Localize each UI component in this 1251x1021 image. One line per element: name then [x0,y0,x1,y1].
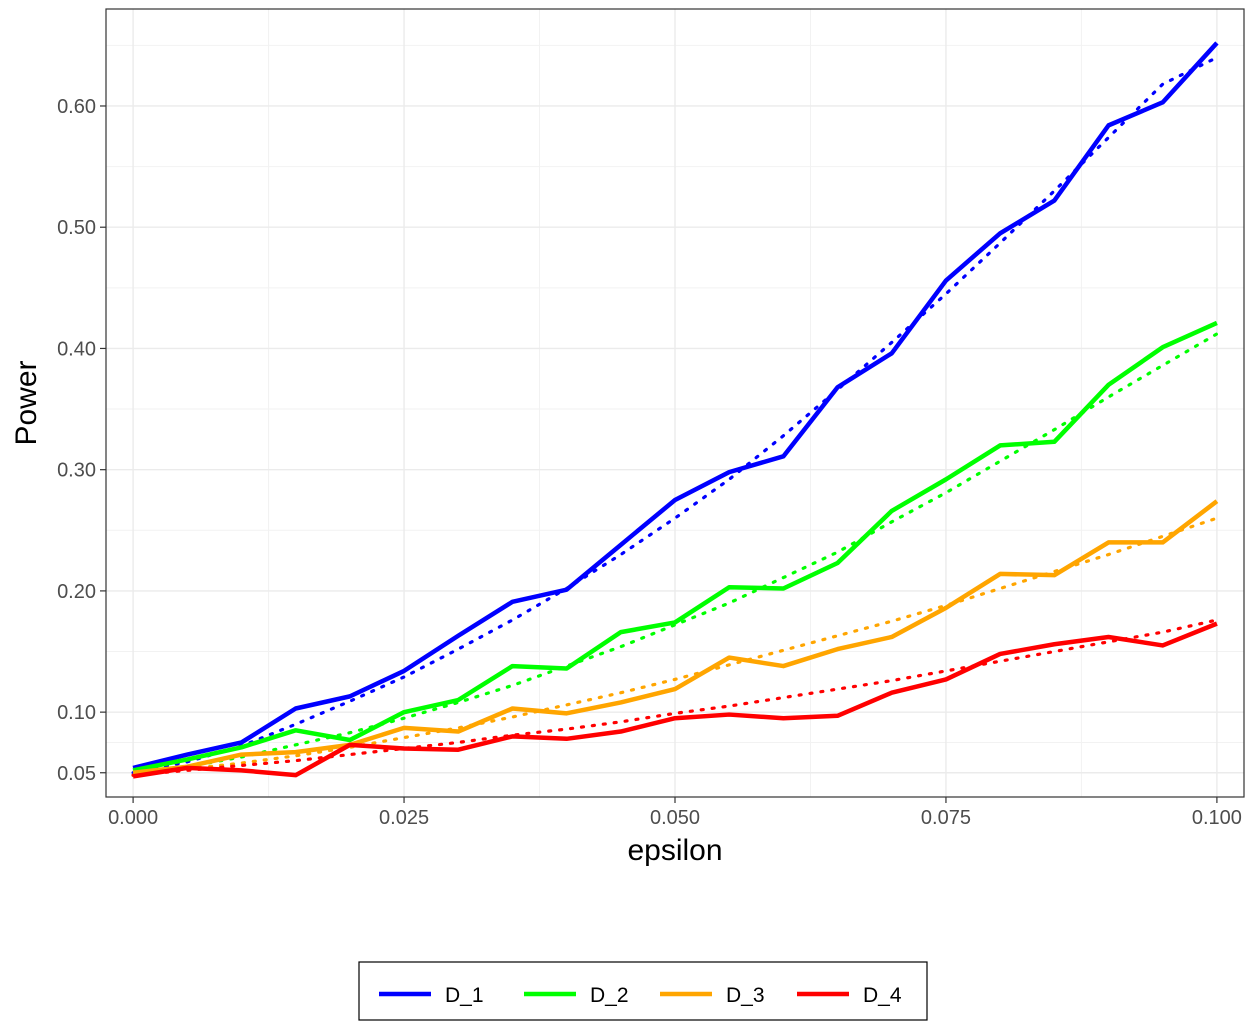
grid-major [106,9,1244,797]
trend-line-D_1 [131,55,1219,775]
legend-items: D_1 D_2 D_3 D_4 [379,984,902,1007]
x-axis-ticks: 0.000 0.025 0.050 0.075 0.100 [108,797,1242,829]
legend-box [358,961,928,1021]
legend: D_1 D_2 D_3 D_4 [358,961,928,1021]
y-tick-label: 0.40 [57,338,96,360]
x-tick-label: 0.050 [650,807,700,829]
x-tick-label: 0.100 [1192,807,1242,829]
legend-label-D_3: D_3 [726,984,765,1007]
x-tick-label: 0.000 [108,807,158,829]
series-lines [132,41,1219,779]
trend-lines [131,55,1219,777]
series-line-D_1 [132,41,1219,771]
series-line-D_2 [132,320,1218,773]
y-tick-label: 0.50 [57,217,96,239]
y-tick-label: 0.60 [57,96,96,118]
legend-label-D_4: D_4 [863,984,902,1007]
y-axis-title: Power [10,360,43,445]
x-tick-label: 0.025 [379,807,429,829]
series-line-D_4 [132,621,1218,779]
y-axis-ticks: 0.05 0.10 0.20 0.30 0.40 0.50 0.60 [57,96,106,785]
y-tick-label: 0.30 [57,460,96,482]
x-axis-title: epsilon [627,834,722,867]
trend-line-D_4 [131,618,1219,777]
trend-line-D_3 [131,516,1219,777]
y-tick-label: 0.05 [57,763,96,785]
x-tick-label: 0.075 [921,807,971,829]
y-tick-label: 0.10 [57,702,96,724]
legend-label-D_2: D_2 [590,984,629,1007]
trend-line-D_2 [131,332,1219,777]
legend-label-D_1: D_1 [445,984,484,1007]
y-tick-label: 0.20 [57,581,96,603]
series-line-D_3 [132,499,1219,775]
